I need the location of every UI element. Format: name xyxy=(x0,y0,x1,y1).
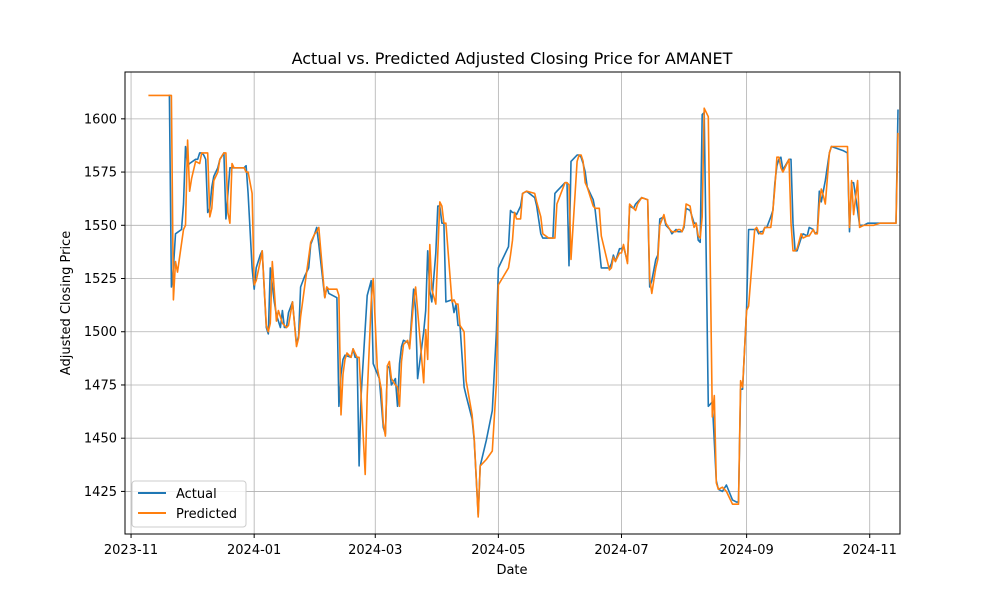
y-tick-label: 1475 xyxy=(84,378,117,393)
y-tick-label: 1575 xyxy=(84,166,117,181)
x-tick-label: 2024-07 xyxy=(594,543,648,558)
y-tick-label: 1450 xyxy=(84,432,117,447)
x-tick-label: 2024-03 xyxy=(348,543,402,558)
x-tick-label: 2023-11 xyxy=(104,543,158,558)
x-tick-label: 2024-01 xyxy=(227,543,281,558)
plot-frame xyxy=(124,71,901,535)
x-axis-label: Date xyxy=(496,563,527,578)
x-tick-label: 2024-11 xyxy=(843,543,897,558)
y-tick-label: 1500 xyxy=(84,325,117,340)
series-line-predicted xyxy=(148,94,899,518)
y-tick-label: 1425 xyxy=(84,485,117,500)
legend-label-predicted: Predicted xyxy=(176,507,237,522)
x-tick-label: 2024-09 xyxy=(719,543,773,558)
plot-area xyxy=(125,72,900,534)
y-tick-label: 1600 xyxy=(84,112,117,127)
legend: Actual Predicted xyxy=(131,480,247,528)
legend-label-actual: Actual xyxy=(176,487,217,502)
y-axis-label: Adjusted Closing Price xyxy=(59,231,74,375)
axis-ticks: 2023-11 2024-01 2024-03 2024-05 2024-07 2024-… xyxy=(84,112,897,558)
series-lines xyxy=(148,94,899,518)
x-tick-label: 2024-05 xyxy=(471,543,525,558)
grid-lines xyxy=(125,72,900,534)
chart-title: Actual vs. Predicted Adjusted Closing Pr… xyxy=(292,49,733,68)
y-tick-label: 1525 xyxy=(84,272,117,287)
y-tick-label: 1550 xyxy=(84,219,117,234)
